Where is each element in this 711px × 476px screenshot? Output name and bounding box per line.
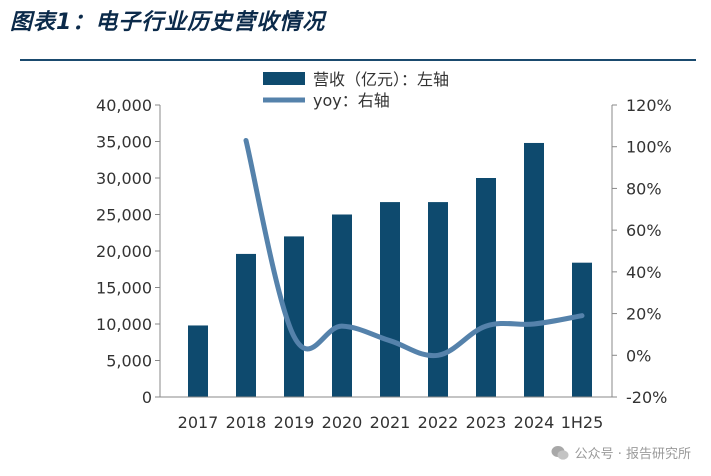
x-tick-label: 1H25 — [561, 413, 604, 432]
bar-2022 — [428, 202, 448, 397]
x-tick-label: 2024 — [514, 413, 555, 432]
watermark: 公众号 · 报告研究所 — [551, 443, 691, 462]
x-tick-label: 2017 — [178, 413, 219, 432]
left-tick-label: 0 — [142, 388, 152, 407]
right-tick-label: 80% — [626, 179, 662, 198]
bar-2021 — [380, 202, 400, 397]
axis-lines — [159, 105, 613, 398]
left-tick-label: 35,000 — [96, 133, 152, 152]
right-tick-label: -20% — [626, 388, 667, 407]
bar-2020 — [332, 214, 352, 397]
right-tick-label: 60% — [626, 221, 662, 240]
yoy-line — [243, 137, 585, 359]
chart-legend: 营收（亿元）：左轴 yoy：右轴 — [263, 70, 449, 110]
x-tick-label: 2019 — [274, 413, 315, 432]
bar-2023 — [476, 178, 496, 397]
wechat-icon — [551, 445, 569, 460]
left-tick-label: 20,000 — [96, 242, 152, 261]
bar-series — [188, 142, 592, 397]
x-tick-label: 2021 — [370, 413, 411, 432]
figure-title: 图表1：电子行业历史营收情况 — [10, 10, 326, 35]
bar-2018 — [236, 253, 256, 397]
right-tick-label: 0% — [626, 346, 651, 365]
right-tick-label: 100% — [626, 138, 672, 157]
right-tick-label: 20% — [626, 305, 662, 324]
x-tick-label: 2023 — [466, 413, 507, 432]
x-tick-label: 2020 — [322, 413, 363, 432]
bar-2024 — [524, 142, 544, 397]
right-tick-label: 40% — [626, 263, 662, 282]
legend-line-label: yoy：右轴 — [313, 91, 390, 110]
right-tick-label: 120% — [626, 96, 672, 115]
left-axis: 0 5,000 10,000 15,000 20,000 25,000 30,000 35,0… — [96, 96, 160, 407]
left-tick-label: 15,000 — [96, 279, 152, 298]
bar-2017 — [188, 325, 208, 397]
legend-bar-swatch — [263, 72, 305, 85]
left-tick-label: 30,000 — [96, 169, 152, 188]
left-tick-label: 10,000 — [96, 315, 152, 334]
left-tick-label: 5,000 — [106, 352, 152, 371]
x-axis: 2017 2018 2019 2020 2021 2022 2023 2024 1H25 — [178, 413, 604, 432]
title-divider — [20, 59, 696, 61]
x-tick-label: 2018 — [226, 413, 267, 432]
right-axis: -20% 0% 20% 40% 60% 80% 100% 120% — [612, 96, 672, 407]
bar-1H25 — [572, 262, 592, 397]
watermark-text: 公众号 · 报告研究所 — [574, 447, 691, 462]
legend-bar-label: 营收（亿元）：左轴 — [313, 70, 449, 89]
left-tick-label: 25,000 — [96, 206, 152, 225]
bar-2019 — [284, 236, 304, 397]
line-series — [243, 137, 585, 359]
x-tick-label: 2022 — [418, 413, 459, 432]
left-tick-label: 40,000 — [96, 96, 152, 115]
